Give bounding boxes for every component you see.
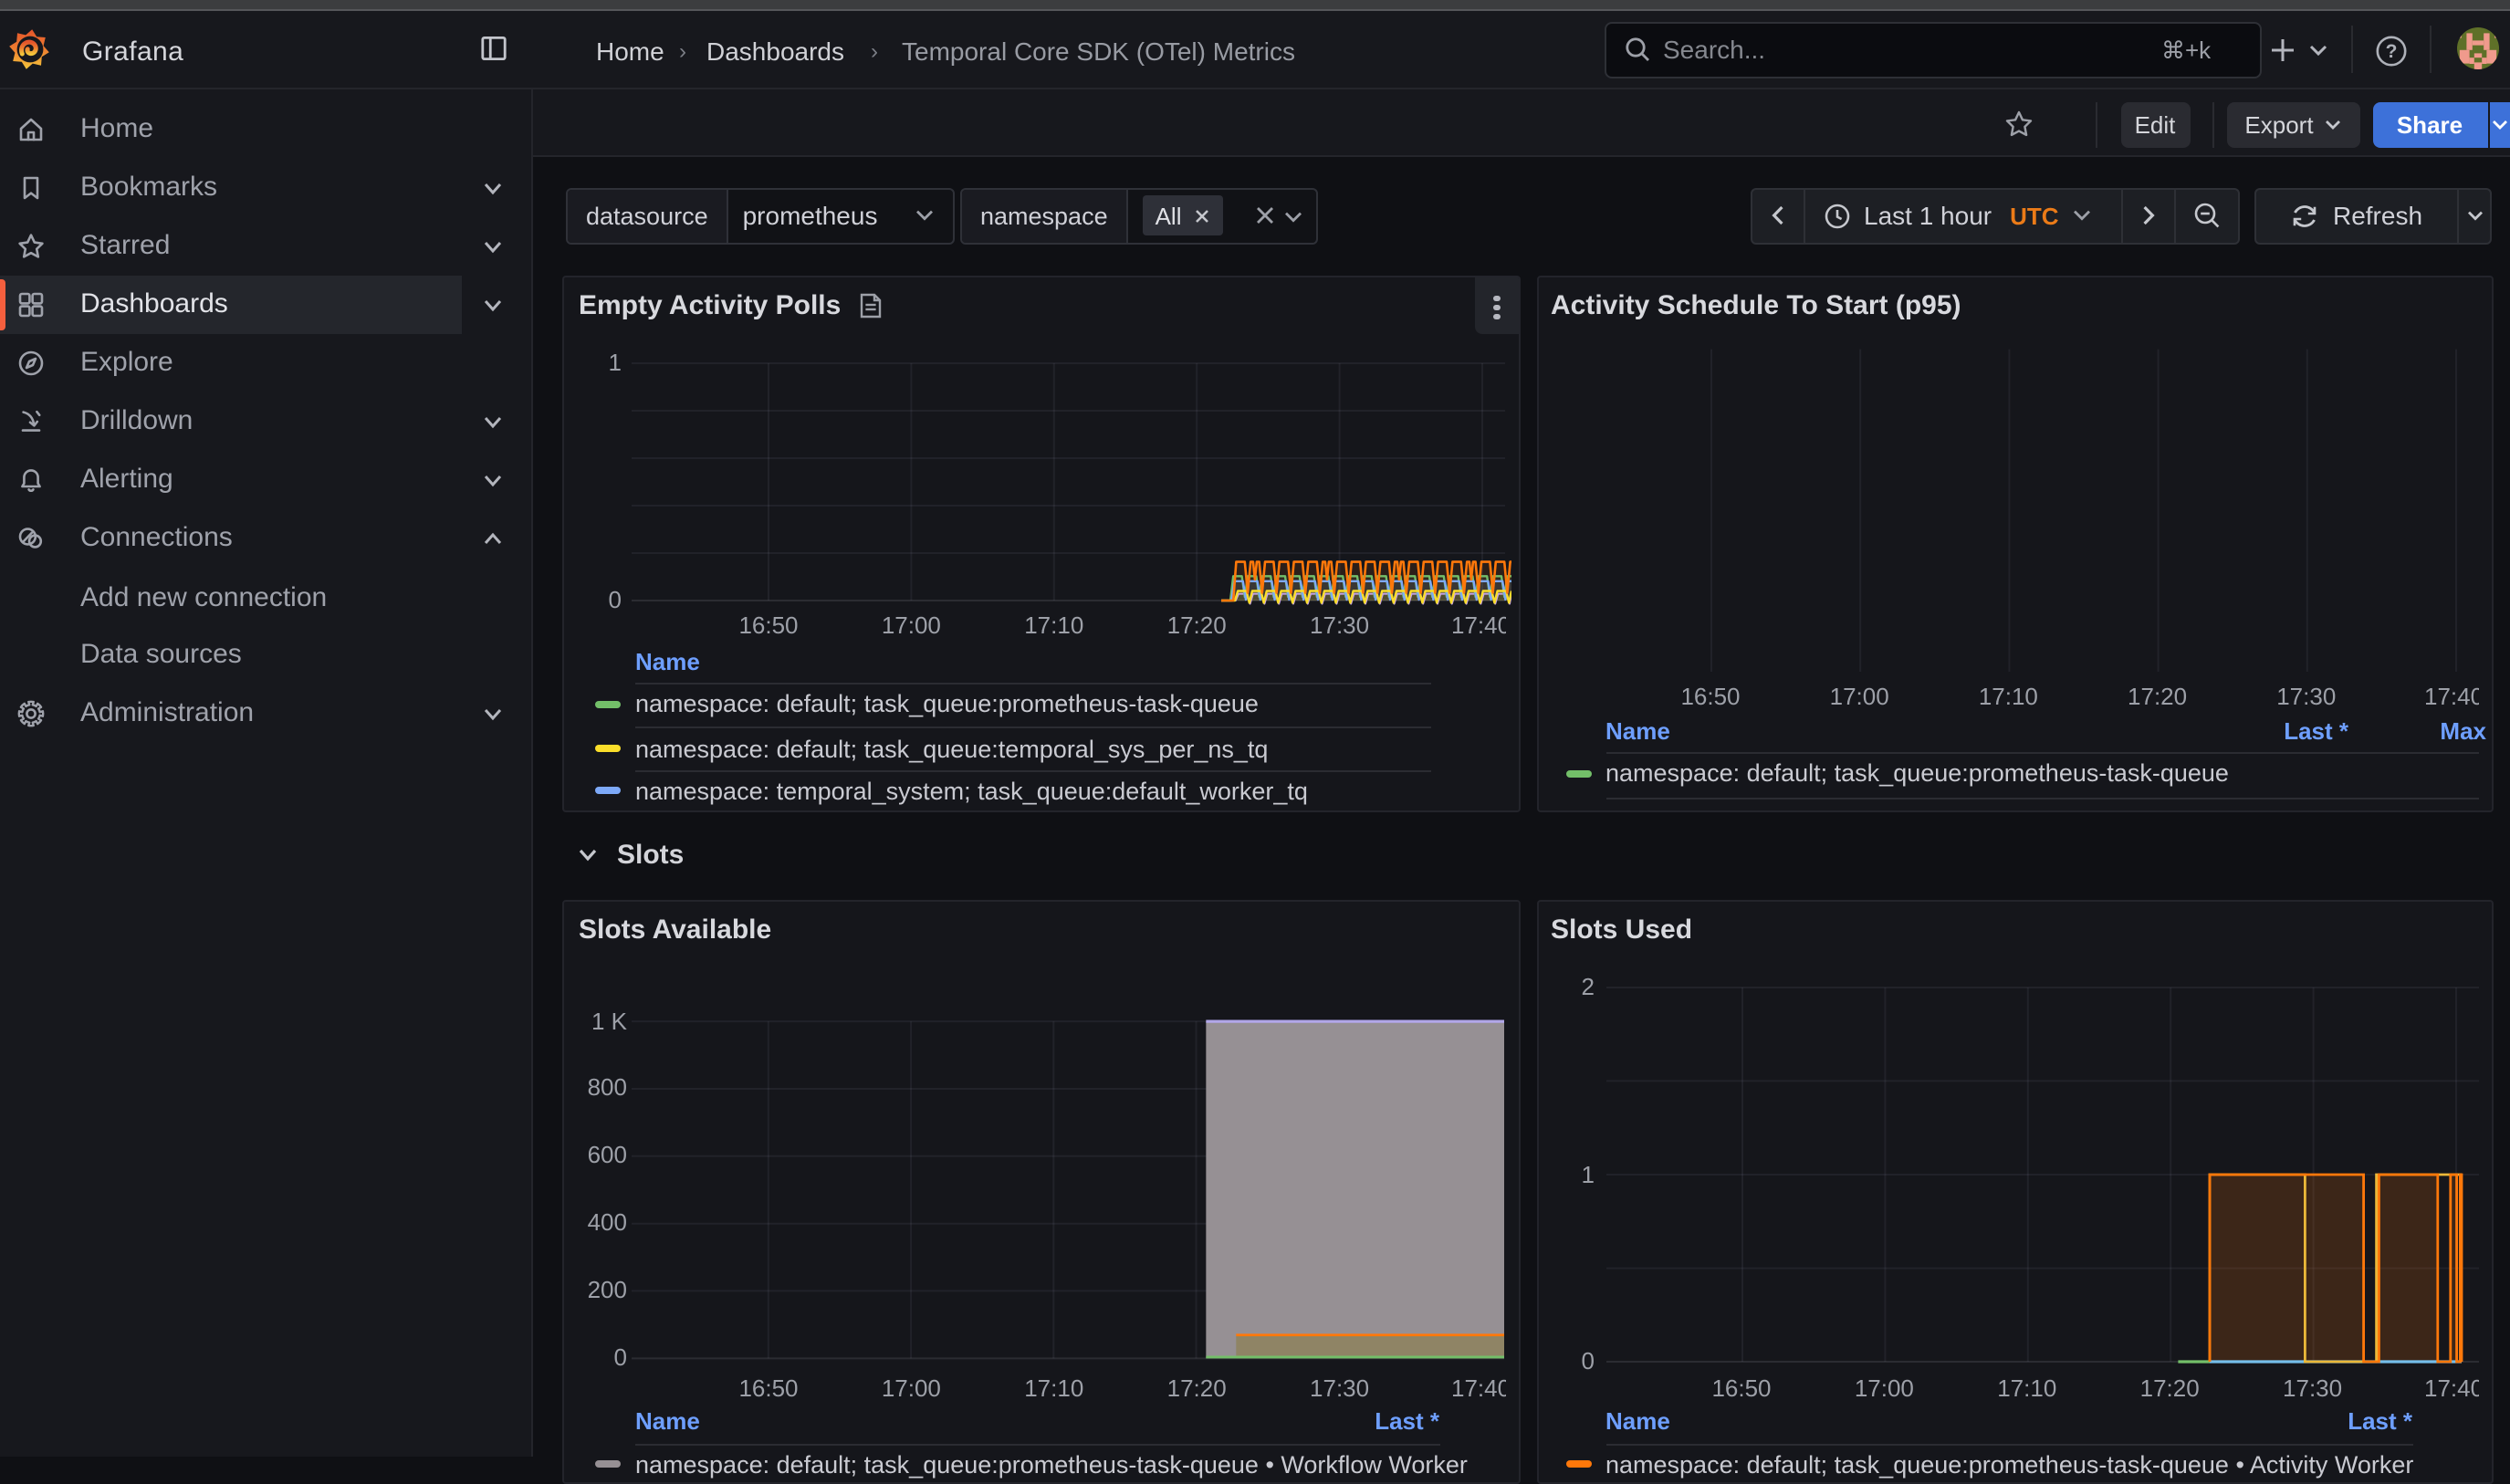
svg-text:?: ? bbox=[2386, 40, 2398, 61]
